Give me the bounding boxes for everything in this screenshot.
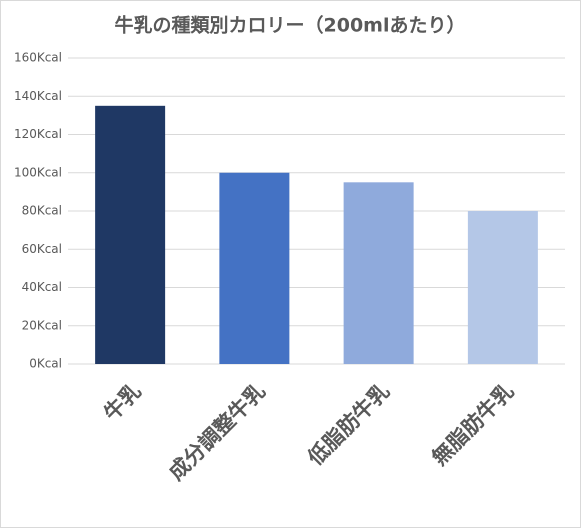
y-tick-label: 20Kcal	[22, 318, 62, 332]
y-tick-label: 80Kcal	[22, 204, 62, 218]
y-tick-label: 120Kcal	[14, 127, 62, 141]
y-tick-label: 100Kcal	[14, 165, 62, 179]
y-tick-label: 140Kcal	[14, 89, 62, 103]
bar	[343, 182, 414, 364]
y-tick-label: 160Kcal	[14, 51, 62, 65]
bar	[467, 211, 538, 364]
y-tick-label: 60Kcal	[22, 242, 62, 256]
y-tick-label: 0Kcal	[29, 357, 62, 371]
bar	[95, 105, 166, 364]
bar	[219, 172, 290, 364]
chart-title: 牛乳の種類別カロリー（200mlあたり）	[115, 14, 466, 37]
y-tick-label: 40Kcal	[22, 280, 62, 294]
